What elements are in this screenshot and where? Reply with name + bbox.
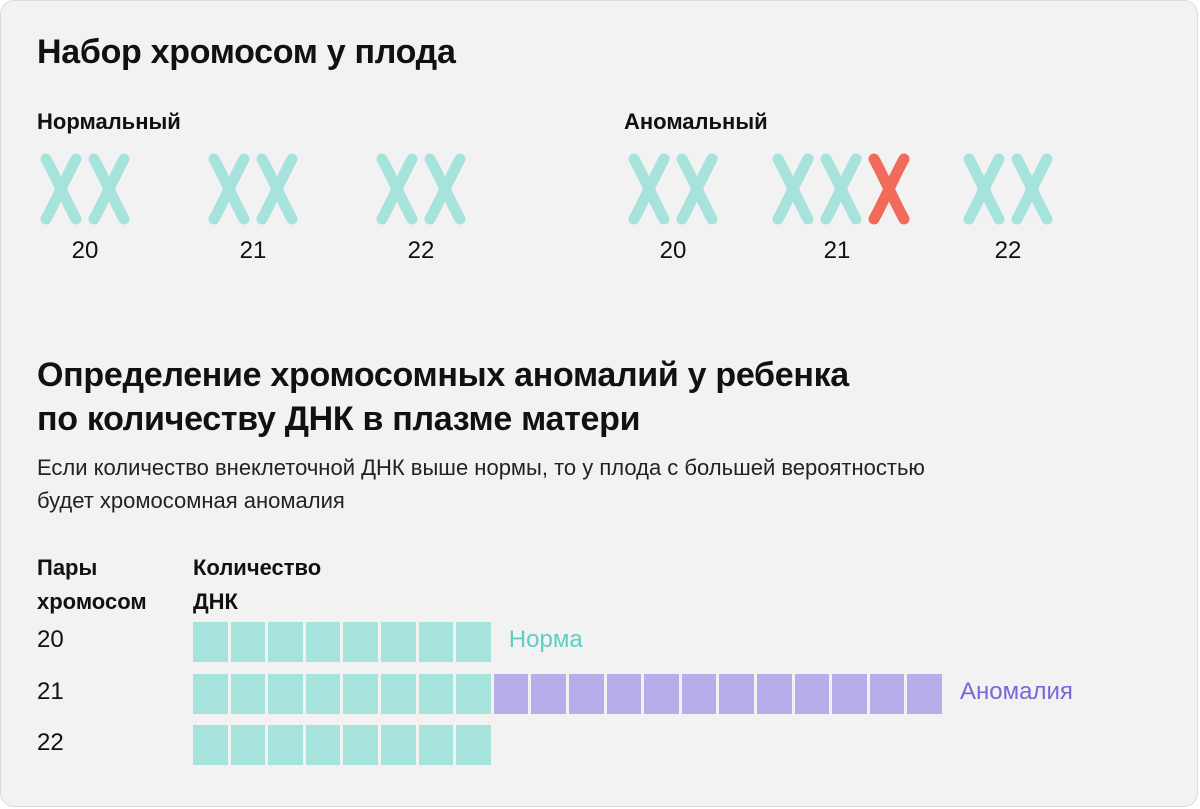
chromosome-pair-number: 21 xyxy=(239,237,267,264)
chromosome-pair-label: 22 xyxy=(37,729,64,756)
chromosome-pair-number: 20 xyxy=(659,237,687,264)
normal-dna-unit xyxy=(230,622,266,662)
description-line-1: Если количество внеклеточной ДНК выше но… xyxy=(37,455,925,480)
normal-dna-unit xyxy=(193,674,228,714)
normal-dna-unit xyxy=(230,725,266,765)
chromosome-icon xyxy=(628,153,670,225)
page-title: Набор хромосом у плода xyxy=(37,33,456,71)
excess-dna-unit xyxy=(531,674,566,714)
dna-bar xyxy=(193,622,491,662)
chromosome-pair-20: 20 xyxy=(627,153,719,264)
chromosome-group xyxy=(375,153,467,225)
excess-dna-unit xyxy=(644,674,679,714)
section-title-line-2: по количеству ДНК в плазме матери xyxy=(37,400,641,438)
section-description: Если количество внеклеточной ДНК выше но… xyxy=(37,451,1137,517)
normal-dna-unit xyxy=(268,725,303,765)
dna-bar xyxy=(193,725,491,765)
normal-dna-unit xyxy=(193,622,228,662)
chromosome-pair-22: 22 xyxy=(962,153,1054,264)
normal-dna-unit xyxy=(305,674,341,714)
chromosome-icon xyxy=(1011,153,1053,225)
normal-dna-unit xyxy=(456,725,491,765)
chromosome-icon xyxy=(820,153,862,225)
normal-karyotype-label: Нормальный xyxy=(37,109,181,134)
normal-dna-unit xyxy=(380,622,416,662)
normal-dna-unit xyxy=(305,622,341,662)
chromosome-pair-22: 22 xyxy=(375,153,467,264)
normal-dna-unit xyxy=(380,674,416,714)
description-line-2: будет хромосомная аномалия xyxy=(37,488,345,513)
chromosome-group xyxy=(962,153,1054,225)
chromosome-group xyxy=(207,153,299,225)
chromosome-icon xyxy=(208,153,250,225)
chromosome-pair-20: 20 xyxy=(39,153,131,264)
dna-row-20: 20 Норма xyxy=(1,622,1200,662)
normal-dna-unit xyxy=(343,622,378,662)
normal-dna-unit xyxy=(456,674,491,714)
normal-dna-unit xyxy=(268,622,303,662)
dna-row-22: 22 xyxy=(1,725,1200,765)
excess-dna-unit xyxy=(681,674,717,714)
chromosome-pair-21: 21 xyxy=(207,153,299,264)
column-header-pairs: Пары хромосом xyxy=(37,551,147,619)
excess-dna-unit xyxy=(794,674,830,714)
chromosome-pair-21: 21 xyxy=(771,153,911,264)
normal-dna-unit xyxy=(456,622,491,662)
chromosome-pair-number: 22 xyxy=(407,237,435,264)
normal-dna-unit xyxy=(343,725,378,765)
normal-dna-unit xyxy=(305,725,341,765)
norm-label: Норма xyxy=(508,626,583,653)
chromosome-pair-number: 21 xyxy=(823,237,851,264)
chromosome-icon xyxy=(376,153,418,225)
normal-dna-unit xyxy=(230,674,266,714)
column-header-dna-line-2: ДНК xyxy=(193,589,238,614)
normal-dna-unit xyxy=(418,622,454,662)
chromosome-pair-number: 22 xyxy=(994,237,1022,264)
abnormal-karyotype-label: Аномальный xyxy=(624,109,768,134)
normal-dna-unit xyxy=(418,725,454,765)
dna-row-21: 21 Аномалия xyxy=(1,674,1200,714)
extra-chromosome-icon xyxy=(868,153,910,225)
chromosome-group xyxy=(627,153,719,225)
normal-dna-unit xyxy=(380,725,416,765)
chromosome-icon xyxy=(256,153,298,225)
section-title: Определение хромосомных аномалий у ребен… xyxy=(37,353,987,441)
chromosome-group xyxy=(771,153,911,225)
chromosome-pair-label: 20 xyxy=(37,626,64,653)
chromosome-pair-number: 20 xyxy=(71,237,99,264)
column-header-pairs-line-1: Пары xyxy=(37,555,98,580)
excess-dna-unit xyxy=(719,674,754,714)
chromosome-icon xyxy=(88,153,130,225)
excess-dna-unit xyxy=(756,674,792,714)
excess-dna-unit xyxy=(568,674,604,714)
excess-dna-unit xyxy=(869,674,905,714)
excess-dna-unit xyxy=(606,674,642,714)
normal-dna-unit xyxy=(268,674,303,714)
chromosome-icon xyxy=(424,153,466,225)
excess-dna-unit xyxy=(832,674,867,714)
chromosome-pair-label: 21 xyxy=(37,678,64,705)
chromosome-icon xyxy=(40,153,82,225)
excess-dna-unit xyxy=(493,674,529,714)
chromosome-icon xyxy=(963,153,1005,225)
section-title-line-1: Определение хромосомных аномалий у ребен… xyxy=(37,356,849,394)
dna-bar xyxy=(193,674,942,714)
chromosome-group xyxy=(39,153,131,225)
normal-dna-unit xyxy=(418,674,454,714)
normal-dna-unit xyxy=(193,725,228,765)
normal-dna-unit xyxy=(343,674,378,714)
chromosome-icon xyxy=(772,153,814,225)
anomaly-label: Аномалия xyxy=(960,678,1073,705)
excess-dna-unit xyxy=(907,674,942,714)
column-header-pairs-line-2: хромосом xyxy=(37,589,147,614)
column-header-dna-line-1: Количество xyxy=(193,555,322,580)
column-header-dna: Количество ДНК xyxy=(193,551,321,619)
chromosome-icon xyxy=(676,153,718,225)
